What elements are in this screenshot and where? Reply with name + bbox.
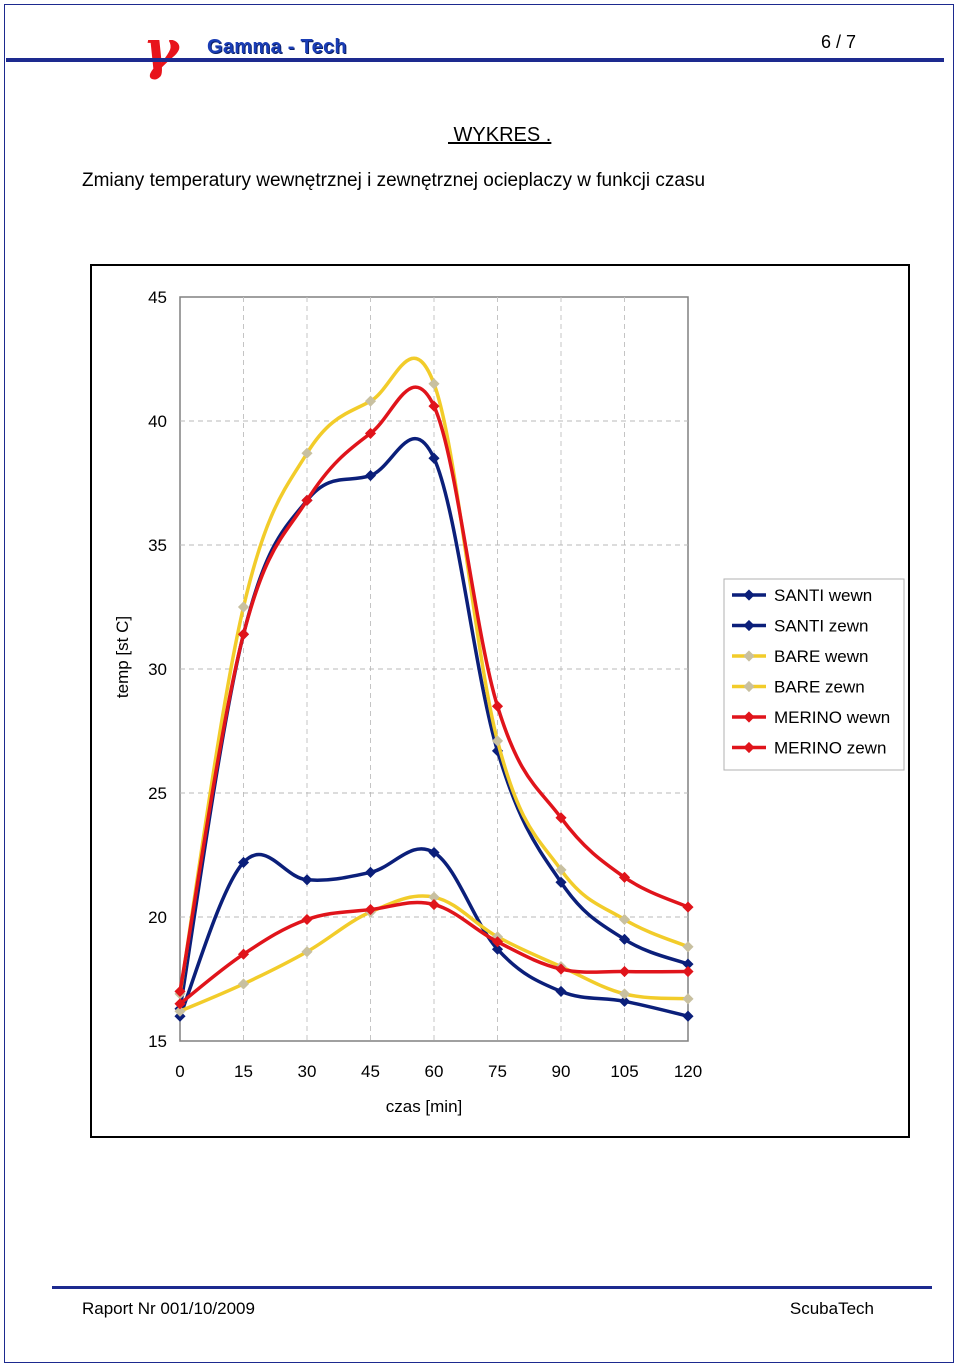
x-tick-label: 0 bbox=[175, 1062, 184, 1081]
data-point bbox=[237, 978, 250, 990]
section-label: WYKRES . bbox=[448, 124, 552, 146]
legend-label: SANTI zewn bbox=[774, 617, 868, 636]
company-name: ScubaTech bbox=[789, 1299, 874, 1318]
data-point bbox=[301, 494, 313, 506]
data-point bbox=[301, 913, 313, 926]
data-point bbox=[237, 856, 250, 869]
data-point bbox=[555, 963, 567, 975]
data-point bbox=[237, 628, 250, 640]
figure-caption: Zmiany temperatury wewnętrznej i zewnętr… bbox=[82, 170, 706, 191]
data-point bbox=[174, 998, 186, 1010]
legend-marker bbox=[743, 711, 755, 723]
logo-brand-name: Gamma - Tech bbox=[207, 36, 347, 58]
y-tick-label: 25 bbox=[148, 784, 167, 803]
page-border bbox=[4, 4, 954, 1363]
line-chart: 15 20 25 30 35 40 45 0 15 30 45 60 75 90 105 120 czas [m… bbox=[113, 288, 905, 1116]
data-point bbox=[237, 601, 250, 613]
data-point bbox=[364, 903, 377, 916]
x-tick-label: 60 bbox=[425, 1062, 444, 1081]
data-point bbox=[174, 1005, 186, 1017]
data-point bbox=[682, 965, 694, 978]
data-point bbox=[618, 995, 631, 1007]
y-tick-label: 40 bbox=[148, 412, 167, 431]
data-point bbox=[491, 700, 504, 712]
data-point bbox=[301, 874, 313, 886]
y-axis-title: temp [st C] bbox=[113, 616, 132, 698]
data-point bbox=[555, 985, 567, 997]
data-point bbox=[301, 447, 313, 459]
data-point bbox=[618, 988, 631, 1000]
data-point bbox=[364, 469, 377, 482]
header-rule bbox=[6, 58, 944, 62]
data-point bbox=[491, 943, 504, 955]
data-point bbox=[364, 395, 377, 407]
x-tick-label: 45 bbox=[361, 1062, 380, 1081]
data-point bbox=[555, 812, 567, 824]
y-tick-label: 20 bbox=[148, 908, 167, 927]
data-point bbox=[618, 965, 631, 978]
data-point bbox=[491, 936, 504, 948]
legend-box bbox=[723, 578, 905, 771]
y-tick-label: 15 bbox=[148, 1032, 167, 1051]
data-point bbox=[364, 866, 377, 878]
data-point bbox=[555, 876, 567, 888]
report-number: Raport Nr 001/10/2009 bbox=[82, 1299, 255, 1318]
legend-marker bbox=[743, 741, 755, 754]
legend-marker bbox=[743, 589, 755, 601]
chart-frame: 15 20 25 30 35 40 45 0 15 30 45 60 75 90 105 120 czas [m… bbox=[90, 264, 910, 1138]
data-point bbox=[555, 864, 567, 876]
data-point bbox=[428, 452, 440, 464]
y-tick-label: 30 bbox=[148, 660, 167, 679]
x-tick-label: 30 bbox=[298, 1062, 317, 1081]
legend-label: BARE zewn bbox=[774, 678, 865, 697]
data-point bbox=[301, 946, 313, 958]
legend-label: MERINO wewn bbox=[774, 708, 890, 727]
legend-marker bbox=[743, 619, 755, 632]
data-point bbox=[618, 871, 631, 883]
data-point bbox=[682, 901, 694, 913]
legend-marker bbox=[743, 680, 755, 693]
legend-marker bbox=[743, 650, 755, 662]
data-point bbox=[428, 400, 440, 412]
data-point bbox=[618, 913, 631, 926]
data-point bbox=[682, 941, 694, 953]
x-tick-label: 120 bbox=[674, 1062, 702, 1081]
legend-label: BARE wewn bbox=[774, 647, 868, 666]
data-point bbox=[364, 427, 377, 439]
legend-label: SANTI wewn bbox=[774, 586, 872, 605]
page-number: 6 / 7 bbox=[820, 32, 856, 52]
data-point bbox=[428, 378, 440, 390]
y-tick-label: 45 bbox=[148, 288, 167, 307]
logo-gamma-symbol: γ bbox=[143, 17, 179, 81]
data-point bbox=[428, 899, 440, 911]
data-point bbox=[237, 948, 250, 960]
data-point bbox=[682, 993, 694, 1005]
data-point bbox=[428, 846, 440, 859]
x-tick-label: 105 bbox=[610, 1062, 638, 1081]
x-tick-label: 75 bbox=[488, 1062, 507, 1081]
x-axis-title: czas [min] bbox=[386, 1097, 463, 1116]
x-tick-label: 15 bbox=[234, 1062, 253, 1081]
data-point bbox=[618, 933, 631, 945]
data-point bbox=[682, 1010, 694, 1022]
data-point bbox=[174, 985, 186, 997]
x-tick-label: 90 bbox=[552, 1062, 571, 1081]
data-point bbox=[491, 735, 504, 747]
series-line-merino-zewn bbox=[178, 385, 689, 992]
y-tick-label: 35 bbox=[148, 536, 167, 555]
footer-rule bbox=[52, 1286, 932, 1289]
legend-label: MERINO zewn bbox=[774, 739, 886, 758]
